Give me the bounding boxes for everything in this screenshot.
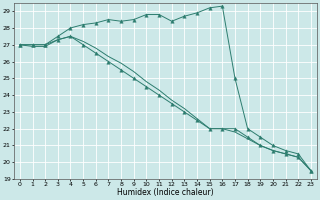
X-axis label: Humidex (Indice chaleur): Humidex (Indice chaleur) — [117, 188, 214, 197]
